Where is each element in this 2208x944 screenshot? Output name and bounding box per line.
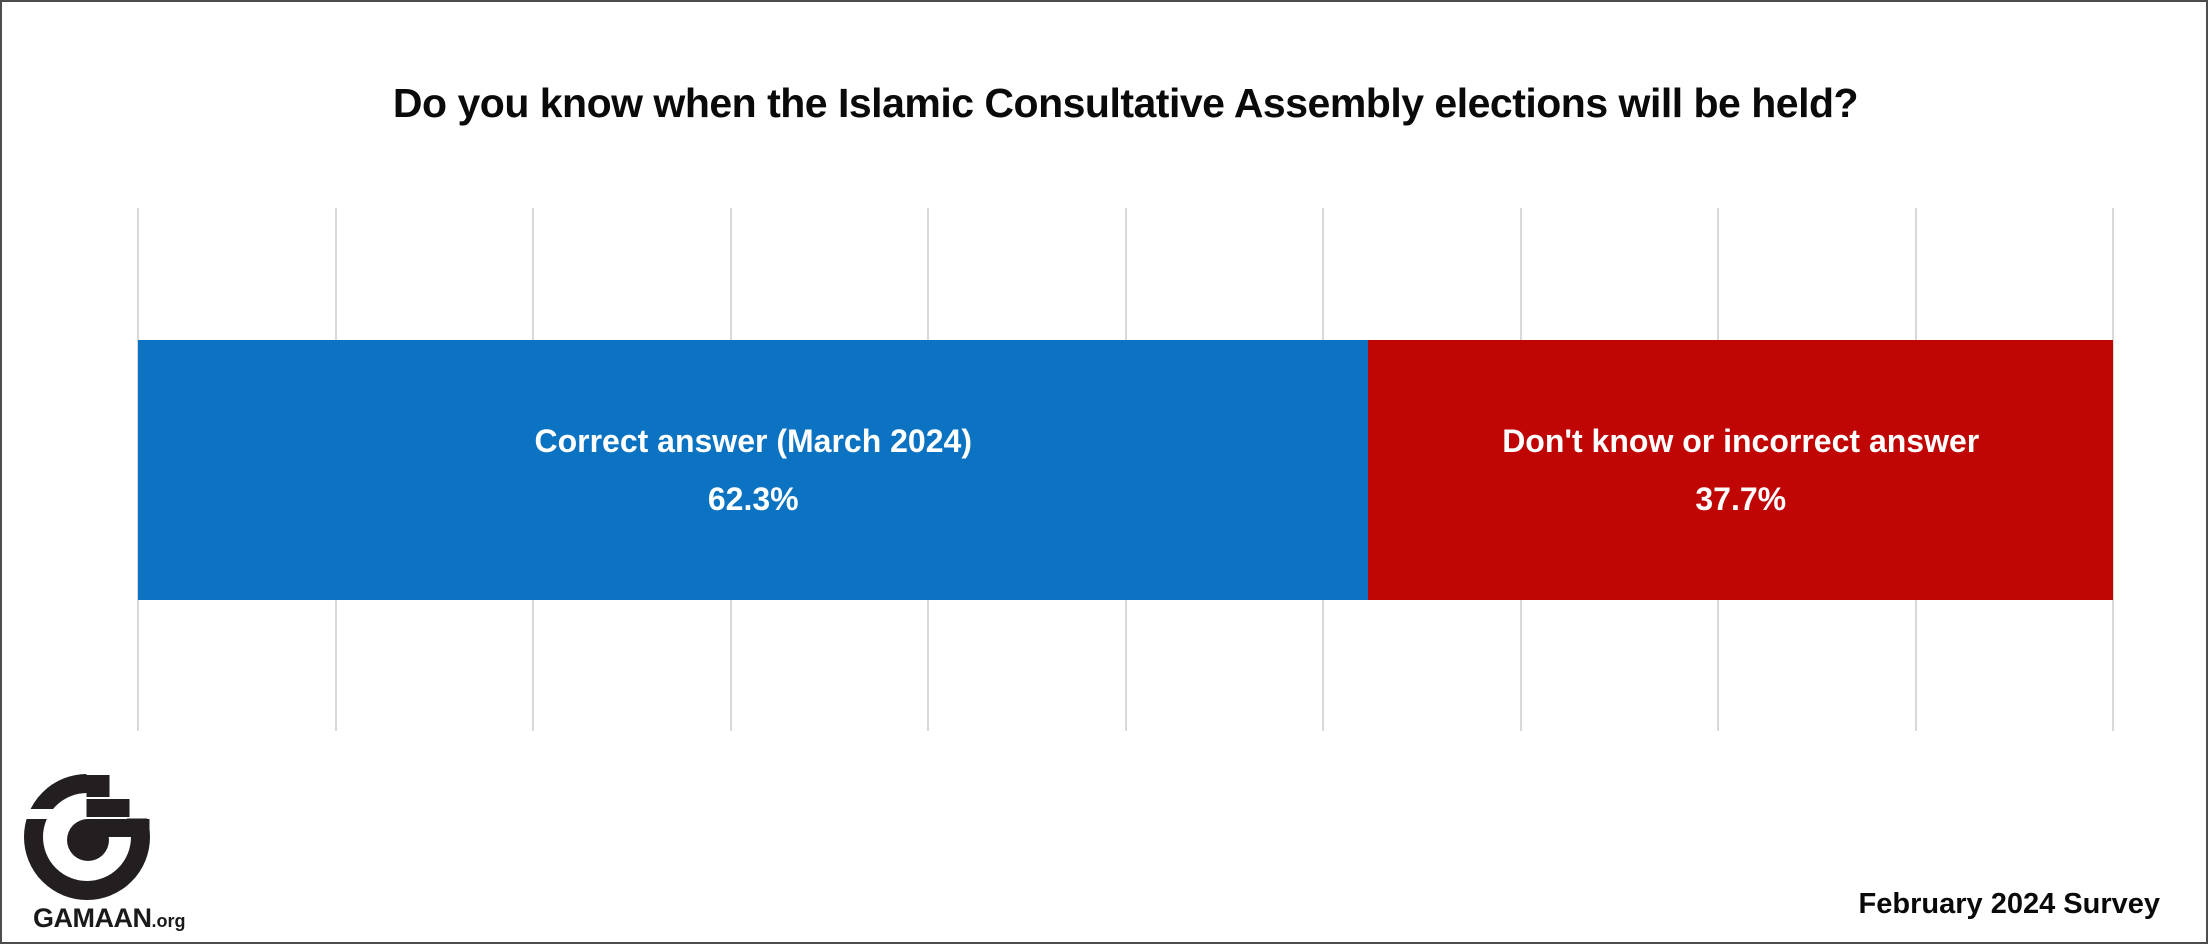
- survey-note: February 2024 Survey: [1858, 888, 2160, 920]
- gamaan-logo-icon: [22, 767, 154, 900]
- stacked-bar: Correct answer (March 2024) 62.3% Don't …: [138, 340, 2113, 600]
- bar-segment-correct-value: 62.3%: [707, 481, 799, 517]
- bar-segment-correct: Correct answer (March 2024) 62.3%: [138, 340, 1369, 600]
- brand-text: GAMAAN: [33, 903, 152, 933]
- tld-text: .org: [151, 911, 186, 931]
- gridline: [2112, 208, 2114, 731]
- bar-segment-incorrect: Don't know or incorrect answer 37.7%: [1368, 340, 2113, 600]
- chart-title: Do you know when the Islamic Consultativ…: [392, 80, 1859, 126]
- gamaan-logo: GAMAAN.org: [22, 767, 222, 933]
- bar-segment-correct-label: Correct answer (March 2024): [534, 423, 972, 459]
- logo-wordmark: GAMAAN.org: [33, 903, 186, 934]
- plot-area: Correct answer (March 2024) 62.3% Don't …: [137, 208, 2114, 731]
- bar-segment-incorrect-label: Don't know or incorrect answer: [1502, 423, 1980, 459]
- bar-segment-incorrect-value: 37.7%: [1695, 481, 1787, 517]
